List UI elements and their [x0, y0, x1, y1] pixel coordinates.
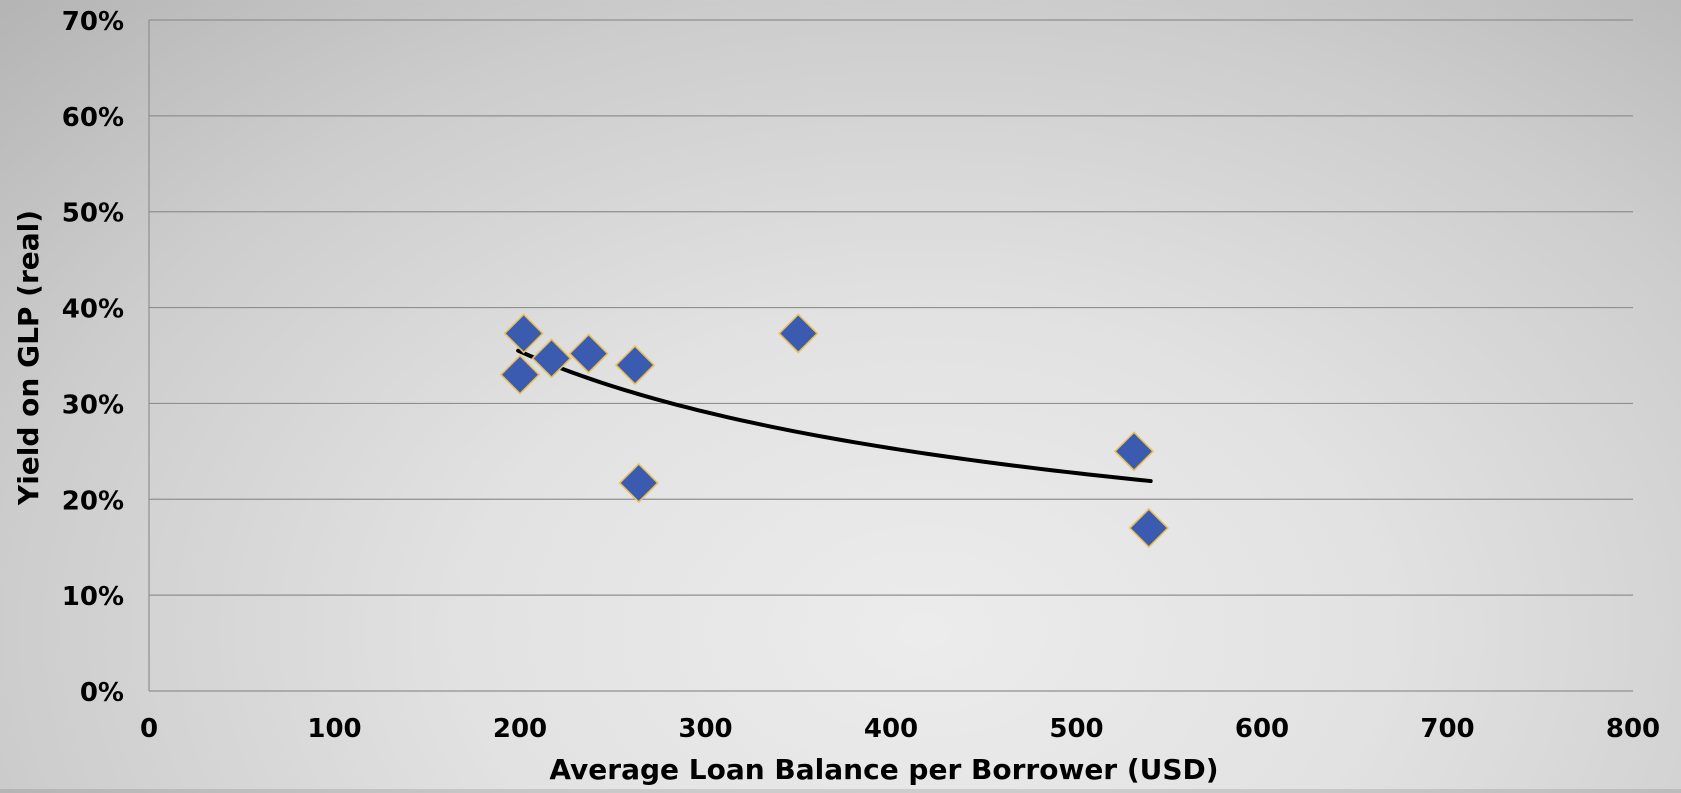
- gridlines: [149, 19, 1633, 596]
- data-point-5: [614, 344, 656, 386]
- x-tick-label-0: 0: [140, 714, 158, 744]
- data-point-3: [531, 338, 572, 379]
- y-tick-label-1: 10%: [62, 582, 124, 612]
- data-point-2: [503, 313, 544, 354]
- y-tick-label-7: 70%: [62, 7, 124, 37]
- data-point-6: [618, 462, 659, 504]
- x-tick-label-4: 400: [864, 714, 918, 744]
- x-tick-label-8: 800: [1606, 714, 1660, 744]
- x-axis-title: Average Loan Balance per Borrower (USD): [549, 753, 1218, 786]
- y-tick-label-5: 50%: [62, 199, 124, 229]
- x-tick-label-5: 500: [1049, 714, 1103, 744]
- data-point-4: [568, 333, 609, 374]
- axes: [148, 20, 1633, 692]
- axis-labels: Average Loan Balance per Borrower (USD) …: [12, 7, 1660, 786]
- trendline-layer: [516, 348, 1153, 484]
- data-point-9: [1128, 507, 1169, 549]
- data-point-1: [499, 354, 541, 395]
- y-tick-label-2: 20%: [62, 486, 124, 516]
- data-point-7: [778, 313, 819, 354]
- y-axis-title: Yield on GLP (real): [12, 210, 45, 506]
- data-points: [499, 313, 1169, 549]
- power-trendline: [516, 348, 1153, 484]
- x-tick-label-6: 600: [1235, 714, 1289, 744]
- x-tick-label-7: 700: [1420, 714, 1474, 744]
- data-point-8: [1113, 431, 1155, 472]
- y-tick-label-3: 30%: [62, 390, 124, 420]
- x-tick-label-2: 200: [493, 714, 547, 744]
- y-tick-label-4: 40%: [62, 295, 124, 325]
- y-tick-label-6: 60%: [62, 103, 124, 133]
- x-tick-label-1: 100: [307, 714, 361, 744]
- x-tick-label-3: 300: [678, 714, 732, 744]
- y-tick-label-0: 0%: [80, 678, 124, 708]
